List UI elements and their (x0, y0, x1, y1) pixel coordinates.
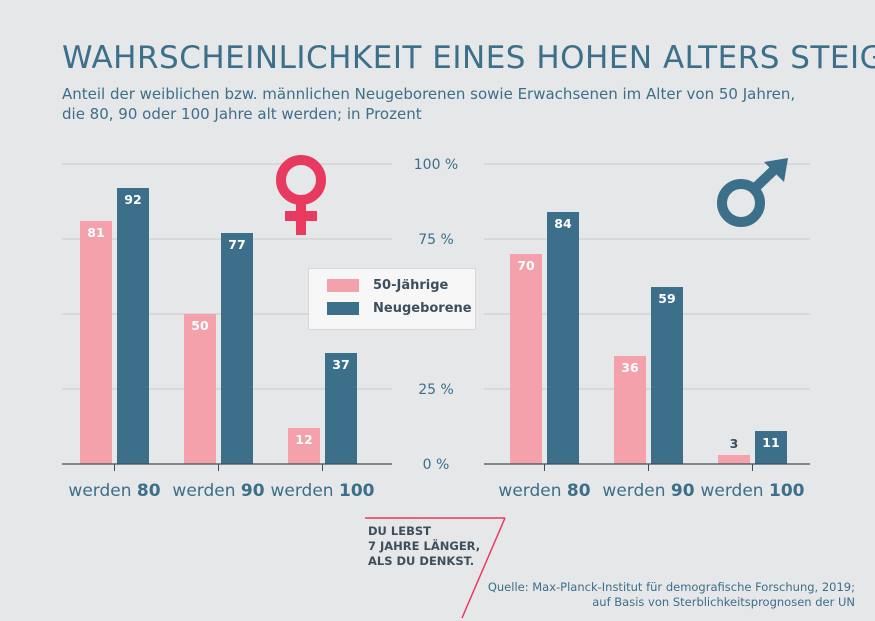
legend-item-50-jaehrige: 50-Jährige (327, 278, 448, 293)
x-tick-label-prefix: werden (172, 481, 240, 501)
mars-shaft (750, 164, 780, 193)
bar-men-80-s1 (547, 212, 579, 464)
x-tick-label-prefix: werden (68, 481, 136, 501)
x-tick-label-number: 90 (671, 481, 695, 501)
y-tick-label-100: 100 % (414, 157, 458, 173)
x-tick-label-men-90: werden 90 (602, 481, 694, 501)
legend-label-50-jaehrige: 50-Jährige (373, 278, 449, 293)
bar-women-80-s1 (117, 188, 149, 464)
data-label-women-80-s1: 92 (124, 192, 141, 207)
slogan: DU LEBST 7 JAHRE LÄNGER, ALS DU DENKST. (368, 524, 508, 569)
bar-men-100-s0 (718, 455, 750, 464)
x-tick-label-prefix: werden (701, 481, 769, 501)
data-label-men-90-s1: 59 (658, 291, 675, 306)
y-tick-label-0: 0 % (423, 457, 450, 473)
y-tick-label-25: 25 % (418, 382, 454, 398)
y-tick-label-75: 75 % (418, 232, 454, 248)
x-tick-label-number: 80 (567, 481, 591, 501)
x-tick-label-men-80: werden 80 (498, 481, 590, 501)
source-line-1: Quelle: Max-Planck-Institut für demograf… (487, 580, 855, 594)
data-label-men-80-s1: 84 (554, 216, 572, 231)
venus-crossbar (285, 211, 317, 221)
chart-subtitle: Anteil der weiblichen bzw. männlichen Ne… (62, 84, 822, 124)
bar-women-90-s1 (221, 233, 253, 464)
venus-icon (276, 155, 326, 235)
x-tick-label-prefix: werden (271, 481, 339, 501)
bar-men-80-s0 (510, 254, 542, 464)
data-label-men-90-s0: 36 (621, 360, 639, 375)
x-tick-label-women-80: werden 80 (68, 481, 160, 501)
data-label-women-80-s0: 81 (87, 225, 104, 240)
bar-women-80-s0 (80, 221, 112, 464)
slogan-slash-line (461, 517, 506, 619)
x-tick-label-number: 100 (339, 481, 375, 501)
subtitle-line-2: die 80, 90 oder 100 Jahre alt werden; in… (62, 105, 422, 123)
x-tick-label-number: 100 (769, 481, 805, 501)
bar-men-90-s1 (651, 287, 683, 464)
x-tick-label-number: 90 (241, 481, 265, 501)
data-label-men-80-s0: 70 (517, 258, 535, 273)
mars-arrowhead (764, 158, 788, 182)
bar-men-100-s1 (755, 431, 787, 464)
x-tick-label-prefix: werden (602, 481, 670, 501)
data-label-women-90-s1: 77 (228, 237, 245, 252)
legend-swatch-teal (327, 302, 359, 315)
data-label-women-100-s0: 12 (295, 432, 312, 447)
data-label-men-100-s1: 11 (762, 435, 779, 450)
bar-women-100-s1 (325, 353, 357, 464)
legend-swatch-pink (327, 279, 359, 292)
slogan-line-3: ALS DU DENKST. (368, 554, 475, 568)
x-tick-label-women-100: werden 100 (271, 481, 375, 501)
data-label-men-100-s0: 3 (730, 436, 739, 451)
mars-ring (717, 179, 765, 227)
bar-men-90-s0 (614, 356, 646, 464)
source-line-2: auf Basis von Sterblichkeitsprognosen de… (592, 595, 855, 609)
legend: 50-Jährige Neugeborene (308, 268, 476, 330)
mars-icon (717, 158, 788, 227)
venus-ring (276, 155, 326, 205)
slogan-line-1: DU LEBST (368, 524, 431, 538)
legend-item-neugeborene: Neugeborene (327, 301, 472, 316)
x-tick-label-number: 80 (137, 481, 161, 501)
x-tick-label-prefix: werden (498, 481, 566, 501)
data-label-women-90-s0: 50 (191, 318, 209, 333)
source-note: Quelle: Max-Planck-Institut für demograf… (488, 580, 855, 610)
slogan-line-2: 7 JAHRE LÄNGER, (368, 539, 481, 553)
subtitle-line-1: Anteil der weiblichen bzw. männlichen Ne… (62, 85, 796, 103)
x-tick-label-women-90: werden 90 (172, 481, 264, 501)
chart-title: WAHRSCHEINLICHKEIT EINES HOHEN ALTERS ST… (62, 40, 875, 76)
bar-women-100-s0 (288, 428, 320, 464)
data-label-women-100-s1: 37 (332, 357, 349, 372)
legend-label-neugeborene: Neugeborene (373, 301, 472, 316)
bar-women-90-s0 (184, 314, 216, 464)
x-tick-label-men-100: werden 100 (701, 481, 805, 501)
